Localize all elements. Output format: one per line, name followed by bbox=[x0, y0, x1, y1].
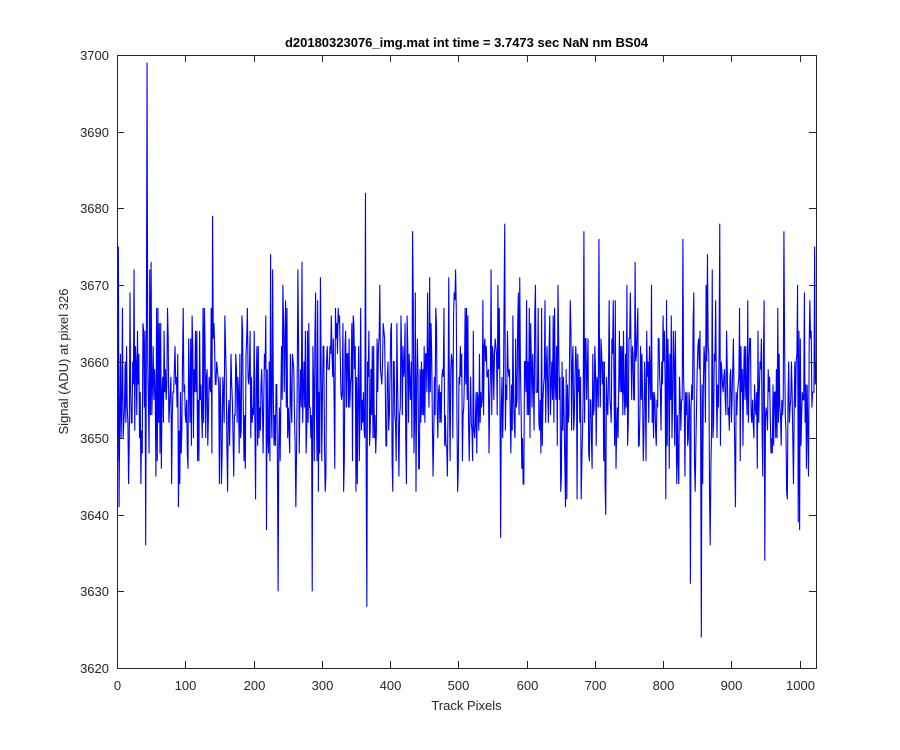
x-tick-label: 400 bbox=[380, 678, 402, 693]
x-tick-label: 900 bbox=[721, 678, 743, 693]
signal-series-line bbox=[117, 62, 817, 638]
y-axis-ticks: 3620 3630 3640 3650 3660 3670 3680 3690 3700 bbox=[80, 48, 816, 676]
x-tick-label: 500 bbox=[448, 678, 470, 693]
x-tick-label: 200 bbox=[244, 678, 266, 693]
y-tick-label: 3690 bbox=[80, 125, 109, 140]
y-tick-label: 3700 bbox=[80, 48, 109, 63]
y-tick-label: 3670 bbox=[80, 278, 109, 293]
y-tick-label: 3620 bbox=[80, 661, 109, 676]
x-tick-label: 700 bbox=[585, 678, 607, 693]
chart-title: d20180323076_img.mat int time = 3.7473 s… bbox=[285, 35, 649, 50]
x-tick-label: 800 bbox=[653, 678, 675, 693]
y-tick-label: 3650 bbox=[80, 431, 109, 446]
x-axis-label: Track Pixels bbox=[431, 698, 502, 713]
x-tick-label: 300 bbox=[312, 678, 334, 693]
x-tick-label: 1000 bbox=[786, 678, 815, 693]
series-layer bbox=[117, 62, 817, 638]
x-tick-label: 100 bbox=[175, 678, 197, 693]
x-tick-label: 0 bbox=[114, 678, 121, 693]
y-tick-label: 3640 bbox=[80, 508, 109, 523]
x-axis-ticks: 0 100 200 300 400 500 600 700 800 900 1000 bbox=[114, 55, 815, 693]
y-tick-label: 3630 bbox=[80, 584, 109, 599]
y-tick-label: 3680 bbox=[80, 201, 109, 216]
x-tick-label: 600 bbox=[517, 678, 539, 693]
y-axis-label: Signal (ADU) at pixel 326 bbox=[56, 289, 71, 435]
y-tick-label: 3660 bbox=[80, 355, 109, 370]
